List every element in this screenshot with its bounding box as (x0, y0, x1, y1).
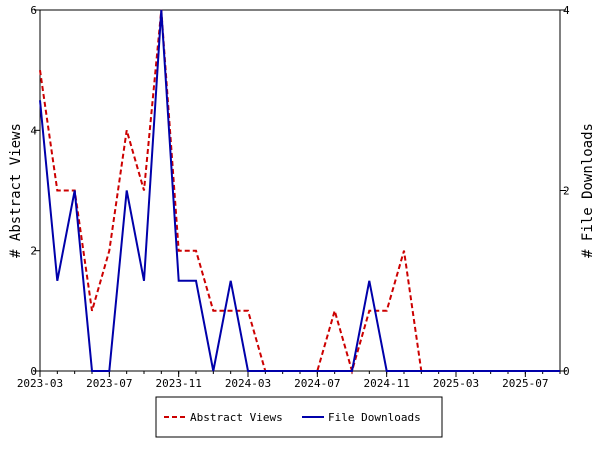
y2-tick-label: 0 (563, 365, 570, 378)
x-tick-label: 2025-07 (502, 377, 548, 390)
y2-axis-ticks: 0 2 4 (560, 4, 570, 378)
x-tick-label: 2023-11 (155, 377, 201, 390)
x-axis-ticks: 2023-03 2023-07 2023-11 2024-03 2024-07 2024-… (17, 371, 561, 390)
x-tick-label: 2023-03 (17, 377, 63, 390)
legend-box (155, 396, 443, 438)
series-layer (39, 9, 560, 375)
series-line-2 (39, 9, 560, 372)
y-axis-title: # Abstract Views (8, 123, 24, 258)
y2-tick-label: 2 (563, 185, 570, 198)
y-tick-label: 2 (30, 245, 37, 258)
y2-axis-title: # File Downloads (580, 123, 596, 258)
y-axis-ticks: 0 2 4 6 (30, 4, 40, 378)
y-tick-label: 0 (30, 365, 37, 378)
plot-area (39, 9, 561, 372)
legend-label-1: Abstract Views (190, 411, 283, 424)
legend-label-2: File Downloads (328, 411, 421, 424)
x-tick-label: 2025-03 (433, 377, 479, 390)
y-tick-label: 6 (30, 4, 37, 17)
y2-tick-label: 4 (563, 4, 570, 17)
x-tick-label: 2023-07 (86, 377, 132, 390)
x-tick-label: 2024-07 (294, 377, 340, 390)
x-tick-label: 2024-11 (363, 377, 409, 390)
y-tick-label: 4 (30, 124, 37, 137)
legend: Abstract Views File Downloads (155, 396, 443, 438)
x-tick-label: 2024-03 (225, 377, 271, 390)
